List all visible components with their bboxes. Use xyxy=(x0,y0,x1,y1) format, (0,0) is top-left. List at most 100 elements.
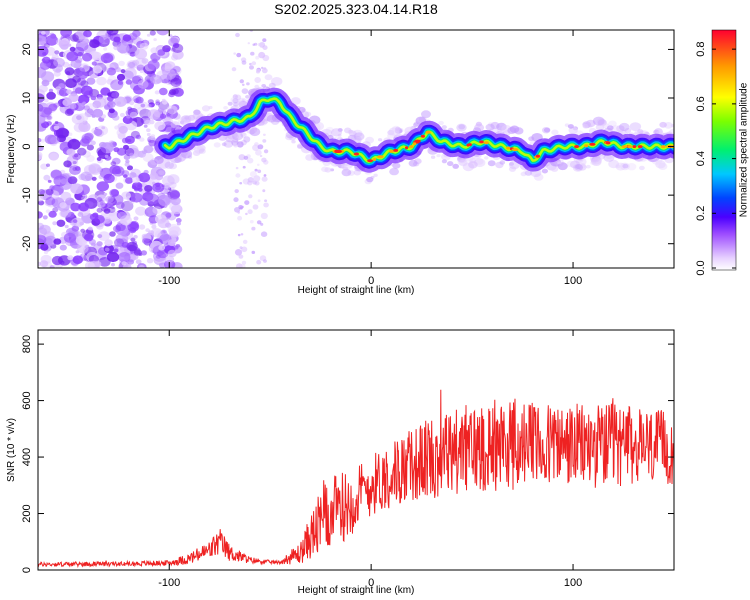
noise-blob xyxy=(63,160,72,168)
noise-blob xyxy=(237,211,240,214)
noise-blob xyxy=(285,134,293,141)
noise-blob xyxy=(54,50,60,55)
noise-blob xyxy=(75,87,83,94)
noise-blob xyxy=(176,221,181,226)
noise-blob xyxy=(520,171,527,177)
noise-blob xyxy=(111,263,115,267)
noise-blob xyxy=(116,42,130,54)
noise-blob xyxy=(139,42,149,50)
noise-blob xyxy=(110,79,124,91)
noise-blob xyxy=(98,231,110,242)
noise-blob xyxy=(127,259,135,265)
ridge-hotspot xyxy=(627,145,632,149)
noise-blob xyxy=(458,159,468,167)
noise-blob xyxy=(38,200,45,206)
noise-blob xyxy=(118,125,128,134)
noise-blob xyxy=(161,62,172,71)
ridge-hotspot xyxy=(511,148,519,152)
noise-blob xyxy=(80,85,93,96)
noise-blob xyxy=(106,67,117,76)
noise-blob xyxy=(48,88,54,93)
noise-blob xyxy=(161,98,166,102)
noise-blob xyxy=(136,64,145,72)
y-tick-label: 800 xyxy=(21,335,33,353)
noise-blob xyxy=(233,52,236,55)
ridge-band xyxy=(163,97,674,163)
noise-blob xyxy=(135,134,142,140)
noise-blob xyxy=(38,142,41,146)
noise-blob xyxy=(616,125,625,132)
noise-blob xyxy=(137,79,149,89)
noise-blob xyxy=(78,239,88,247)
noise-blob xyxy=(271,77,283,86)
noise-blob xyxy=(225,134,236,143)
noise-blob xyxy=(297,144,303,149)
noise-blob xyxy=(235,173,241,178)
noise-blob xyxy=(110,161,117,167)
noise-blob xyxy=(56,219,66,227)
noise-blob xyxy=(150,134,156,138)
noise-blob xyxy=(116,147,127,156)
ridge-hotspot xyxy=(388,149,394,153)
noise-blob xyxy=(171,186,175,190)
noise-blob xyxy=(131,176,140,184)
noise-blob xyxy=(84,261,95,268)
chart-title: S202.2025.323.04.14.R18 xyxy=(274,1,438,17)
noise-blob xyxy=(43,250,49,255)
noise-blob xyxy=(233,197,239,203)
noise-blob xyxy=(198,148,206,154)
noise-blob xyxy=(509,162,514,166)
noise-blob xyxy=(47,134,59,145)
ridge-hotspot xyxy=(621,145,628,149)
noise-blob xyxy=(46,163,50,167)
colorbar-label: Normalized spectral amplitude xyxy=(739,82,750,217)
noise-blob xyxy=(550,166,559,172)
noise-blob xyxy=(115,182,124,189)
noise-blob xyxy=(138,264,145,268)
noise-blob xyxy=(140,103,146,108)
noise-blob xyxy=(59,209,69,218)
noise-blob xyxy=(175,218,182,223)
noise-blob xyxy=(181,115,192,123)
noise-blob xyxy=(160,229,168,236)
noise-blob xyxy=(106,78,114,85)
noise-blob xyxy=(468,161,478,169)
noise-blob xyxy=(172,43,184,53)
noise-blob xyxy=(96,207,103,213)
noise-blob xyxy=(533,173,544,181)
noise-blob xyxy=(149,172,159,180)
noise-blob xyxy=(80,171,92,182)
noise-blob xyxy=(162,175,175,186)
noise-blob xyxy=(592,116,605,126)
noise-blob xyxy=(193,109,201,116)
noise-blob xyxy=(221,142,227,147)
x-tick-label: 100 xyxy=(564,275,582,287)
noise-blob xyxy=(93,128,103,136)
noise-blob xyxy=(541,168,549,174)
noise-blob xyxy=(104,239,113,247)
noise-blob xyxy=(130,192,143,203)
ridge-hotspot xyxy=(605,141,611,145)
noise-blob xyxy=(51,255,63,266)
noise-blob xyxy=(82,52,93,62)
noise-blob xyxy=(44,235,57,246)
noise-blob xyxy=(40,138,45,143)
noise-blob xyxy=(240,233,244,236)
noise-blob xyxy=(53,70,61,77)
noise-blob xyxy=(271,118,280,125)
noise-blob xyxy=(156,30,170,36)
noise-blob xyxy=(254,77,261,83)
ridge-hotspot xyxy=(479,140,484,144)
noise-blob xyxy=(69,103,77,110)
noise-blob xyxy=(509,125,520,133)
ridge-hotspot xyxy=(506,146,511,150)
noise-blob xyxy=(126,114,131,119)
ridge-hotspot xyxy=(632,145,637,149)
noise-blob xyxy=(256,68,261,73)
noise-blob xyxy=(232,142,237,147)
noise-blob xyxy=(143,145,154,154)
noise-blob xyxy=(531,170,542,178)
noise-blob xyxy=(566,160,575,168)
colorbar-gradient xyxy=(711,29,737,271)
noise-blob xyxy=(257,199,261,202)
